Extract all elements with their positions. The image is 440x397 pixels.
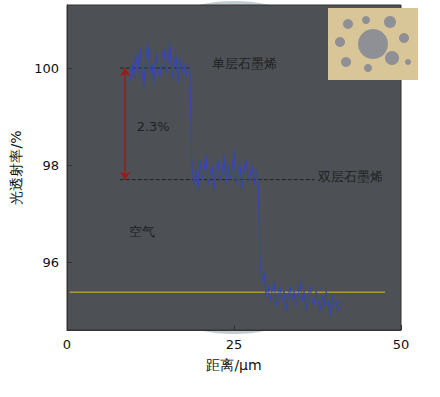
svg-text:单层石墨烯: 单层石墨烯: [212, 56, 277, 71]
svg-text:2.3%: 2.3%: [137, 119, 170, 134]
svg-text:100: 100: [34, 61, 59, 76]
svg-text:空气: 空气: [129, 224, 155, 239]
svg-text:25: 25: [226, 337, 243, 352]
svg-text:0: 0: [63, 337, 71, 352]
svg-text:50: 50: [393, 337, 410, 352]
svg-text:双层石墨烯: 双层石墨烯: [318, 169, 383, 184]
svg-text:98: 98: [42, 158, 59, 173]
svg-text:光透射率/%: 光透射率/%: [8, 130, 24, 204]
svg-text:距离/μm: 距离/μm: [206, 357, 261, 373]
svg-text:96: 96: [42, 255, 59, 270]
